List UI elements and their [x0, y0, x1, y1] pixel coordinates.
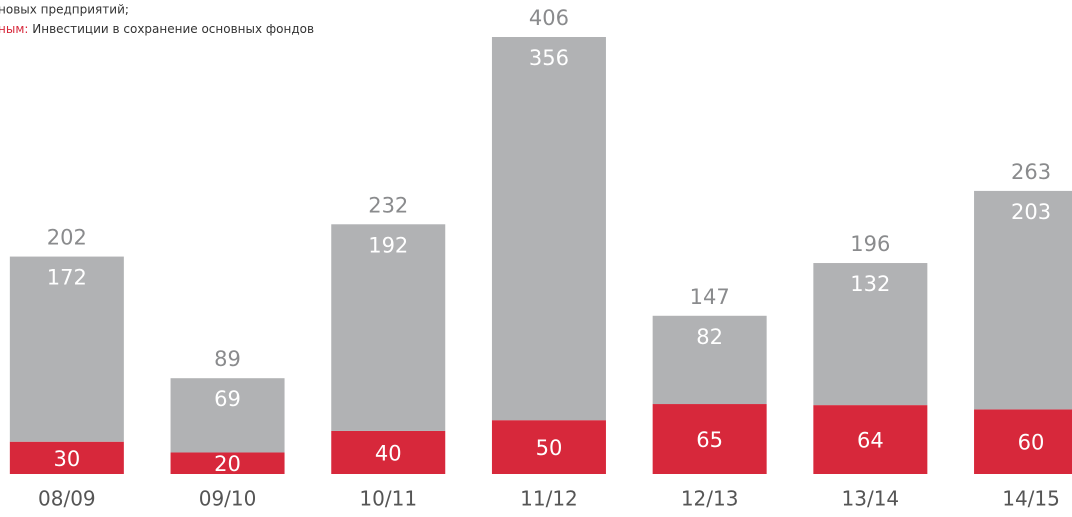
- legend-line: новых предприятий;: [0, 3, 129, 17]
- value-label: 60: [1018, 431, 1045, 455]
- total-label: 196: [850, 232, 890, 256]
- x-tick-label: 08/09: [38, 487, 96, 511]
- bar-segment: [9, 256, 124, 442]
- legend-line: ным: Инвестиции в сохранение основных фо…: [0, 22, 314, 36]
- bar-segment: [974, 190, 1072, 410]
- value-label: 20: [214, 452, 241, 476]
- bar-segment: [170, 378, 285, 453]
- value-label: 172: [47, 266, 87, 290]
- x-tick-label: 09/10: [199, 487, 257, 511]
- legend-key: ным:: [0, 22, 28, 36]
- bar-segment: [170, 452, 285, 474]
- total-label: 202: [47, 226, 87, 250]
- value-label: 64: [857, 429, 884, 453]
- total-label: 406: [529, 6, 569, 30]
- bar-segment: [974, 409, 1072, 474]
- x-tick-label: 13/14: [842, 487, 900, 511]
- value-label: 65: [696, 428, 723, 452]
- total-label: 147: [690, 285, 730, 309]
- value-label: 203: [1011, 200, 1051, 224]
- value-label: 30: [53, 447, 80, 471]
- value-label: 40: [375, 441, 402, 465]
- total-label: 232: [368, 193, 408, 217]
- bar-segment: [813, 263, 928, 406]
- legend-text: Инвестиции в сохранение основных фондов: [32, 22, 314, 36]
- bar-segment: [652, 404, 767, 474]
- value-label: 192: [368, 233, 408, 257]
- x-tick-label: 14/15: [1002, 487, 1060, 511]
- value-label: 50: [536, 436, 563, 460]
- value-label: 132: [850, 272, 890, 296]
- bar-segment: [491, 420, 606, 474]
- value-label: 356: [529, 46, 569, 70]
- bar-segment: [491, 37, 606, 421]
- bar-segment: [331, 430, 446, 474]
- value-label: 69: [214, 387, 241, 411]
- total-label: 263: [1011, 160, 1051, 184]
- bar-segment: [331, 224, 446, 431]
- bar-segment: [9, 441, 124, 474]
- x-tick-label: 11/12: [520, 487, 578, 511]
- bar-segment: [813, 405, 928, 474]
- x-tick-label: 10/11: [359, 487, 417, 511]
- bar-segment: [652, 315, 767, 405]
- value-label: 82: [696, 325, 723, 349]
- total-label: 89: [214, 347, 241, 371]
- x-tick-label: 12/13: [681, 487, 739, 511]
